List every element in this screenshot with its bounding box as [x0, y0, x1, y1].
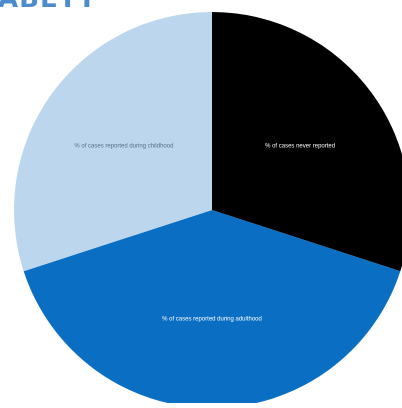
pie-slice-label-3: % of cases reported during childhood: [74, 144, 173, 150]
pie-slice-label-1: % of cases never reported: [265, 144, 335, 150]
pie-slice-3: [13, 12, 212, 272]
pie-slice-1: [212, 12, 402, 272]
pie-slice-2: [23, 210, 401, 408]
heading-fragment: ABETT: [0, 0, 97, 14]
pie-slice-label-2: % of cases reported during adulthood: [162, 316, 262, 322]
